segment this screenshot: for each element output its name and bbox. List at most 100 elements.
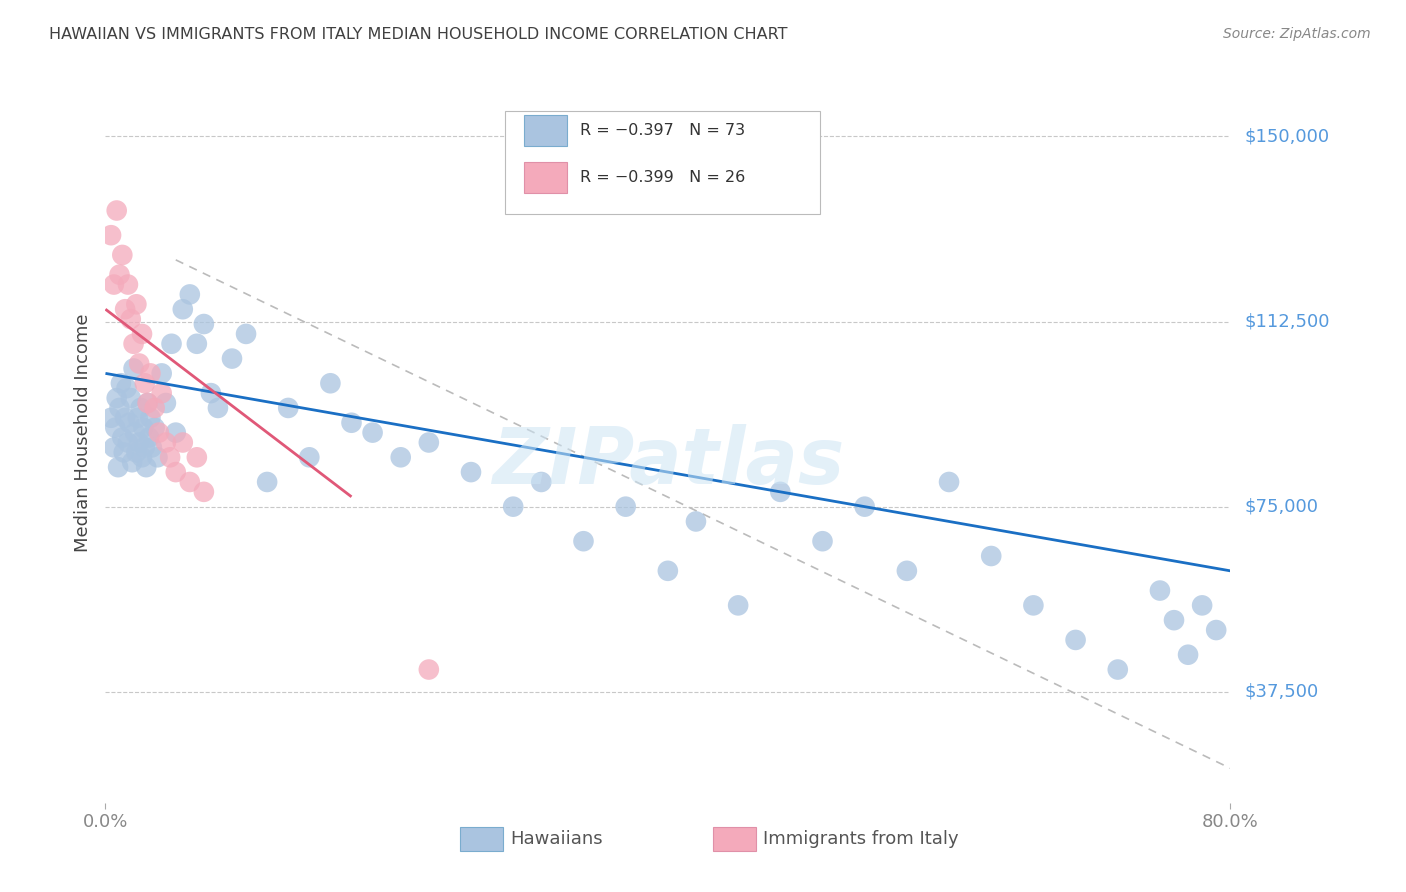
Point — [1064, 632, 1087, 647]
Point — [155, 396, 177, 410]
Point — [896, 564, 918, 578]
Point — [118, 416, 141, 430]
Point — [136, 396, 159, 410]
Point — [128, 435, 150, 450]
Point — [235, 326, 257, 341]
Point — [769, 484, 792, 499]
Point — [614, 500, 637, 514]
Point — [124, 425, 146, 440]
Point — [134, 376, 156, 391]
Text: $112,500: $112,500 — [1244, 312, 1330, 331]
Point — [502, 500, 524, 514]
Point — [111, 431, 134, 445]
Text: $75,000: $75,000 — [1244, 498, 1319, 516]
Point — [193, 317, 215, 331]
Point — [136, 396, 159, 410]
Point — [256, 475, 278, 489]
Point — [186, 450, 208, 465]
Point — [139, 367, 162, 381]
Point — [179, 287, 201, 301]
FancyBboxPatch shape — [524, 115, 567, 146]
Point — [460, 465, 482, 479]
Point — [122, 336, 145, 351]
Point — [277, 401, 299, 415]
Point — [108, 268, 131, 282]
Point — [980, 549, 1002, 563]
Point — [100, 228, 122, 243]
Point — [298, 450, 321, 465]
Point — [727, 599, 749, 613]
Point — [105, 203, 128, 218]
Point — [418, 435, 440, 450]
Point — [128, 357, 150, 371]
FancyBboxPatch shape — [713, 827, 755, 851]
Point — [138, 431, 160, 445]
Point — [110, 376, 132, 391]
Point — [811, 534, 834, 549]
Point — [105, 391, 128, 405]
Point — [132, 420, 155, 434]
Point — [207, 401, 229, 415]
Point — [319, 376, 342, 391]
Point — [107, 460, 129, 475]
Point — [572, 534, 595, 549]
Point — [1022, 599, 1045, 613]
Point — [530, 475, 553, 489]
Point — [131, 450, 153, 465]
Point — [103, 277, 125, 292]
Point — [122, 361, 145, 376]
Point — [1177, 648, 1199, 662]
Point — [172, 302, 194, 317]
Point — [148, 425, 170, 440]
Point — [108, 401, 131, 415]
Point — [1107, 663, 1129, 677]
Point — [100, 410, 122, 425]
Point — [165, 465, 187, 479]
Point — [1205, 623, 1227, 637]
Point — [131, 326, 153, 341]
Point — [1149, 583, 1171, 598]
FancyBboxPatch shape — [460, 827, 502, 851]
Text: R = −0.399   N = 26: R = −0.399 N = 26 — [581, 170, 745, 186]
Point — [135, 460, 157, 475]
Point — [1163, 613, 1185, 627]
Point — [117, 277, 139, 292]
Point — [114, 302, 136, 317]
Point — [127, 410, 149, 425]
Point — [159, 450, 181, 465]
Point — [418, 663, 440, 677]
Point — [340, 416, 363, 430]
Point — [146, 450, 169, 465]
Point — [125, 445, 148, 459]
Point — [186, 336, 208, 351]
Text: Hawaiians: Hawaiians — [510, 830, 603, 848]
Text: $37,500: $37,500 — [1244, 682, 1319, 701]
Point — [114, 410, 136, 425]
Point — [150, 367, 173, 381]
Point — [120, 391, 142, 405]
Point — [193, 484, 215, 499]
Text: ZIPatlas: ZIPatlas — [492, 425, 844, 500]
Point — [200, 386, 222, 401]
Point — [657, 564, 679, 578]
Y-axis label: Median Household Income: Median Household Income — [73, 313, 91, 552]
Text: Source: ZipAtlas.com: Source: ZipAtlas.com — [1223, 27, 1371, 41]
Point — [117, 435, 139, 450]
FancyBboxPatch shape — [524, 162, 567, 194]
Point — [104, 420, 127, 434]
Point — [141, 441, 163, 455]
Point — [160, 336, 183, 351]
Point — [103, 441, 125, 455]
Point — [125, 297, 148, 311]
Point — [179, 475, 201, 489]
Point — [1191, 599, 1213, 613]
Text: HAWAIIAN VS IMMIGRANTS FROM ITALY MEDIAN HOUSEHOLD INCOME CORRELATION CHART: HAWAIIAN VS IMMIGRANTS FROM ITALY MEDIAN… — [49, 27, 787, 42]
Point — [172, 435, 194, 450]
Point — [139, 410, 162, 425]
Text: R = −0.397   N = 73: R = −0.397 N = 73 — [581, 123, 745, 138]
Point — [134, 441, 156, 455]
Point — [389, 450, 412, 465]
Point — [685, 515, 707, 529]
Point — [143, 401, 166, 415]
Point — [129, 401, 152, 415]
